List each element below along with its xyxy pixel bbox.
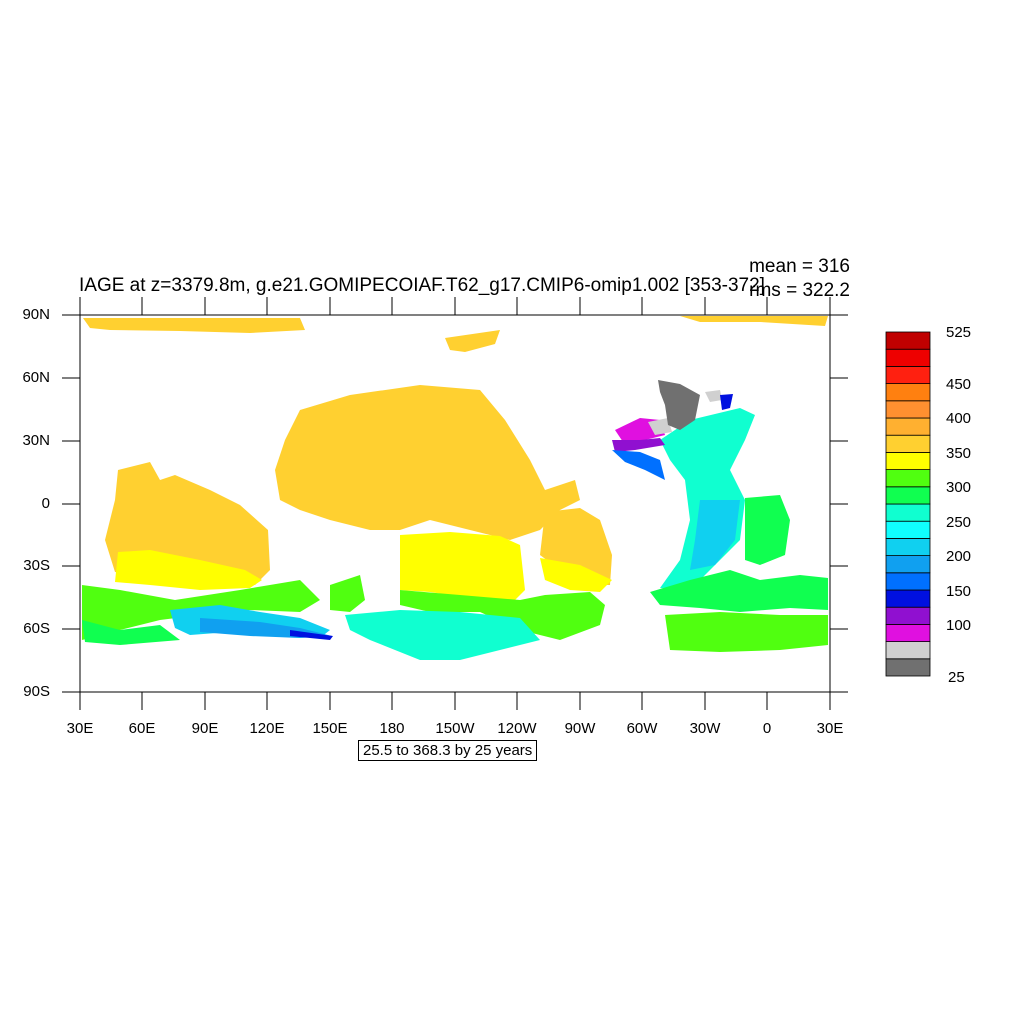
- colorbar-box: [885, 538, 931, 557]
- pacific-ocean-north: [275, 385, 580, 540]
- lat-label: 30N: [22, 432, 50, 449]
- lon-label: 60E: [128, 720, 156, 737]
- lat-label: 90S: [23, 683, 50, 700]
- lon-label: 30E: [66, 720, 94, 737]
- ocean-field: [82, 316, 828, 660]
- colorbar-box: [885, 469, 931, 488]
- colorbar-label: 150: [946, 583, 972, 600]
- colorbar-label: 250: [946, 514, 972, 531]
- southern-ocean-green-east: [400, 590, 605, 640]
- labrador-blue: [612, 450, 665, 480]
- mean-value: mean = 316: [749, 256, 850, 277]
- lon-label: 120W: [497, 720, 537, 737]
- chukchi-patch: [445, 330, 500, 352]
- colorbar-box: [885, 383, 931, 402]
- atlantic-green-east: [745, 495, 790, 565]
- lon-label: 30E: [816, 720, 844, 737]
- ross-sea-cyan: [345, 610, 540, 660]
- lon-label: 150W: [435, 720, 475, 737]
- southern-ocean-green-atlantic: [665, 612, 828, 652]
- nordic-seas-gray-light: [705, 390, 722, 402]
- deep-blue-strip: [290, 630, 333, 640]
- colorbar-box: [885, 572, 931, 591]
- arctic-ocean: [83, 318, 305, 333]
- lon-label: 0: [762, 720, 772, 737]
- colorbar-label: 300: [946, 479, 972, 496]
- lon-ticks: [79, 297, 831, 710]
- lon-label: 30W: [689, 720, 721, 737]
- colorbar-box: [885, 624, 931, 643]
- colorbar-box: [885, 589, 931, 608]
- arctic-ocean-east: [680, 316, 828, 326]
- colorbar-label: 25: [948, 669, 965, 686]
- rms-value: rms = 322.2: [749, 280, 850, 301]
- colorbar-box: [885, 486, 931, 505]
- lon-label: 90E: [191, 720, 219, 737]
- lon-label: 180: [379, 720, 405, 737]
- colorbar-box: [885, 400, 931, 419]
- lon-label: 150E: [312, 720, 348, 737]
- nordic-seas-gray: [658, 380, 700, 430]
- colorbar-label: 200: [946, 548, 972, 565]
- colorbar-box: [885, 555, 931, 574]
- colorbar-box: [885, 451, 931, 470]
- colorbar-box: [885, 606, 931, 625]
- atlantic-cyan-inner: [690, 500, 740, 570]
- yellow-band-indian: [115, 550, 262, 590]
- lat-label: 30S: [23, 557, 50, 574]
- southern-ocean-green-far: [82, 620, 180, 645]
- lon-label: 120E: [249, 720, 285, 737]
- colorbar-box: [885, 417, 931, 436]
- labrador-purple: [612, 438, 665, 452]
- colorbar: [885, 331, 931, 677]
- yellow-band-pacific: [400, 532, 525, 600]
- lat-ticks: [62, 314, 848, 693]
- contour-info-box: 25.5 to 368.3 by 25 years: [358, 740, 538, 761]
- colorbar-box: [885, 641, 931, 660]
- yellow-band-pacific-east: [540, 558, 612, 592]
- plot-title: IAGE at z=3379.8m, g.e21.GOMIPECOIAF.T62…: [79, 275, 765, 296]
- lat-label: 0: [41, 495, 50, 512]
- colorbar-box: [885, 503, 931, 522]
- colorbar-label: 350: [946, 445, 972, 462]
- colorbar-label: 525: [946, 324, 972, 341]
- colorbar-label: 100: [946, 617, 972, 634]
- lat-label: 60S: [23, 620, 50, 637]
- colorbar-box: [885, 348, 931, 367]
- southern-ocean-green-mid: [330, 575, 365, 612]
- atlantic-green-south: [650, 570, 828, 612]
- colorbar-box: [885, 434, 931, 453]
- colorbar-box: [885, 520, 931, 539]
- colorbar-box: [885, 658, 931, 677]
- labrador-gray-light: [648, 418, 672, 435]
- lon-label: 90W: [564, 720, 596, 737]
- colorbar-box: [885, 365, 931, 384]
- colorbar-box: [885, 331, 931, 350]
- lat-label: 60N: [22, 369, 50, 386]
- lon-label: 60W: [626, 720, 658, 737]
- lat-label: 90N: [22, 306, 50, 323]
- colorbar-label: 450: [946, 376, 972, 393]
- greenland-sea-blue: [720, 394, 733, 410]
- colorbar-label: 400: [946, 410, 972, 427]
